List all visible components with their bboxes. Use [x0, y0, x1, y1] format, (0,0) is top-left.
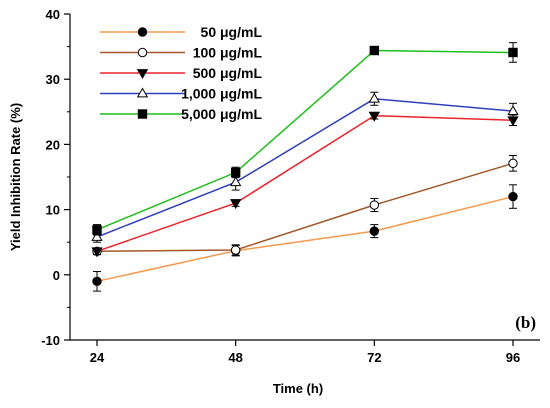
data-point: [508, 47, 518, 58]
legend-marker: [137, 109, 148, 119]
y-tick-label: 10: [46, 203, 60, 218]
data-point: [230, 176, 242, 187]
data-point: [368, 92, 380, 103]
plot-area: -10 0 10 20 30 40 24 48 72 96: [41, 7, 540, 365]
legend-label: 1,000 μg/mL: [181, 86, 262, 102]
series-line: [96, 114, 514, 253]
series-line: [96, 162, 514, 253]
data-point: [92, 225, 102, 235]
series-line: [96, 195, 514, 283]
panel-label: (b): [515, 313, 536, 332]
y-tick-label: 30: [46, 72, 60, 87]
y-tick-label: 20: [46, 137, 60, 152]
legend-label: 500 μg/mL: [193, 65, 263, 81]
legend-label: 50 μg/mL: [201, 24, 263, 40]
x-tick-label: 96: [506, 350, 520, 365]
legend-label: 100 μg/mL: [193, 45, 263, 61]
data-point: [369, 200, 380, 210]
legend-marker: [136, 87, 149, 98]
y-axis-title: Yield Inhibition Rate (%): [8, 103, 23, 251]
series-5: [92, 42, 518, 236]
x-tick-label: 72: [367, 350, 381, 365]
series-4: [91, 91, 519, 243]
y-tick-label: 0: [53, 268, 60, 283]
data-point: [230, 167, 241, 178]
series-line: [96, 49, 514, 231]
legend-item-5: 5,000 μg/mL: [100, 106, 262, 122]
legend-item-1: 50 μg/mL: [100, 24, 262, 40]
legend-marker: [136, 69, 149, 80]
data-point: [91, 230, 103, 241]
data-point: [508, 191, 518, 202]
data-point: [369, 45, 380, 56]
data-point: [508, 158, 518, 169]
data-point: [230, 245, 241, 255]
legend-item-2: 100 μg/mL: [100, 45, 262, 61]
y-tick-label: 40: [46, 7, 60, 22]
legend-marker: [137, 47, 148, 58]
data-point: [91, 247, 103, 258]
series-3: [91, 111, 519, 258]
data-point: [230, 199, 242, 210]
y-tick-label: -10: [41, 333, 60, 348]
x-axis-title: Time (h): [273, 381, 323, 396]
data-point: [92, 276, 102, 287]
x-tick-label: 24: [90, 350, 105, 365]
legend: 50 μg/mL 100 μg/mL 500 μg/mL 1,000 μg/mL 5,0…: [100, 24, 262, 122]
data-point: [369, 226, 380, 236]
legend-item-4: 1,000 μg/mL: [100, 86, 262, 102]
legend-item-3: 500 μg/mL: [100, 65, 262, 81]
series-line: [96, 98, 514, 238]
data-point: [368, 111, 380, 122]
legend-label: 5,000 μg/mL: [181, 106, 262, 122]
series-1: [92, 184, 518, 292]
x-tick-label: 48: [228, 350, 242, 365]
legend-marker: [137, 27, 148, 37]
data-point: [507, 105, 519, 116]
